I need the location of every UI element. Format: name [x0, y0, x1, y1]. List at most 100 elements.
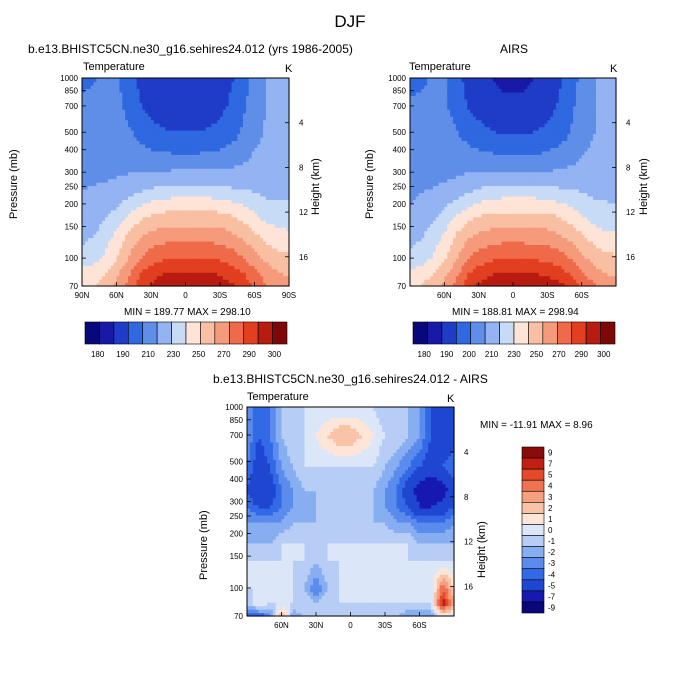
heatmap-cell — [82, 258, 86, 263]
heatmap-cell — [263, 161, 267, 166]
heatmap-cell — [90, 175, 95, 180]
heatmap-cell — [105, 126, 109, 131]
heatmap-cell — [162, 216, 166, 221]
heatmap-cell — [458, 258, 463, 263]
heatmap-cell — [156, 244, 161, 249]
heatmap-cell — [142, 275, 146, 280]
heatmap-cell — [162, 171, 166, 176]
heatmap-cell — [110, 261, 115, 266]
heatmap-cell — [211, 91, 215, 96]
heatmap-cell — [243, 78, 247, 83]
heatmap-cell — [82, 268, 86, 273]
heatmap-cell — [90, 188, 95, 193]
heatmap-cell — [234, 251, 238, 256]
heatmap-cell — [222, 168, 227, 173]
heatmap-cell — [217, 272, 221, 277]
heatmap-cell — [211, 254, 215, 259]
heatmap-cell — [113, 188, 118, 193]
heatmap-cell — [251, 251, 256, 256]
heatmap-cell — [470, 279, 474, 284]
heatmap-cell — [217, 227, 221, 232]
heatmap-cell — [245, 81, 250, 86]
heatmap-cell — [113, 133, 118, 138]
heatmap-cell — [271, 98, 276, 103]
heatmap-cell — [145, 223, 149, 228]
heatmap-cell — [182, 116, 187, 121]
heatmap-cell — [176, 185, 181, 190]
heatmap-cell — [153, 182, 158, 187]
heatmap-cell — [427, 279, 431, 284]
heatmap-cell — [450, 268, 454, 273]
heatmap-cell — [283, 223, 287, 228]
heatmap-cell — [214, 254, 218, 259]
heatmap-cell — [119, 206, 123, 211]
heatmap-cell — [251, 192, 256, 197]
heatmap-cell — [168, 185, 172, 190]
heatmap-cell — [102, 199, 106, 204]
heatmap-cell — [128, 133, 132, 138]
heatmap-cell — [214, 268, 218, 273]
heatmap-cell — [148, 130, 152, 135]
heatmap-cell — [573, 261, 577, 266]
heatmap-cell — [418, 265, 423, 270]
heatmap-cell — [165, 147, 169, 152]
heatmap-cell — [188, 157, 192, 162]
heatmap-cell — [128, 98, 132, 103]
heatmap-cell — [613, 272, 617, 277]
heatmap-cell — [151, 133, 155, 138]
heatmap-cell — [110, 178, 115, 183]
heatmap-cell — [168, 171, 172, 176]
heatmap-cell — [243, 143, 247, 148]
heatmap-cell — [490, 272, 494, 277]
heatmap-cell — [116, 88, 120, 93]
heatmap-cell — [231, 171, 235, 176]
heatmap-cell — [271, 157, 276, 162]
heatmap-cell — [280, 168, 284, 173]
heatmap-cell — [263, 213, 267, 218]
heatmap-cell — [266, 234, 270, 239]
heatmap-cell — [156, 213, 161, 218]
heatmap-cell — [214, 192, 218, 197]
heatmap-cell — [283, 133, 287, 138]
heatmap-cell — [84, 123, 89, 128]
heatmap-cell — [251, 178, 256, 183]
heatmap-cell — [248, 234, 253, 239]
heatmap-cell — [162, 147, 166, 152]
heatmap-cell — [564, 261, 568, 266]
heatmap-cell — [211, 140, 215, 145]
heatmap-cell — [202, 133, 207, 138]
heatmap-cell — [139, 143, 143, 148]
heatmap-cell — [165, 244, 169, 249]
heatmap-cell — [225, 105, 230, 110]
heatmap-cell — [277, 247, 281, 252]
heatmap-cell — [179, 199, 184, 204]
heatmap-cell — [133, 164, 138, 169]
heatmap-cell — [590, 261, 594, 266]
heatmap-cell — [604, 261, 609, 266]
heatmap-cell — [188, 195, 192, 200]
heatmap-cell — [82, 84, 86, 89]
heatmap-cell — [139, 247, 143, 252]
heatmap-cell — [122, 261, 126, 266]
heatmap-cell — [527, 261, 531, 266]
heatmap-cell — [188, 130, 192, 135]
heatmap-cell — [162, 213, 166, 218]
heatmap-cell — [145, 247, 149, 252]
heatmap-cell — [205, 91, 210, 96]
heatmap-cell — [260, 136, 264, 141]
heatmap-cell — [197, 136, 201, 141]
heatmap-cell — [553, 265, 557, 270]
heatmap-cell — [176, 105, 181, 110]
heatmap-cell — [266, 258, 270, 263]
heatmap-cell — [254, 227, 258, 232]
heatmap-cell — [245, 192, 250, 197]
heatmap-cell — [153, 237, 158, 242]
heatmap-cell — [234, 268, 238, 273]
heatmap-cell — [182, 168, 187, 173]
heatmap-cell — [487, 282, 491, 287]
heatmap-cell — [174, 105, 178, 110]
heatmap-cell — [116, 251, 120, 256]
heatmap-cell — [125, 234, 129, 239]
heatmap-cell — [159, 199, 164, 204]
heatmap-cell — [156, 109, 161, 114]
